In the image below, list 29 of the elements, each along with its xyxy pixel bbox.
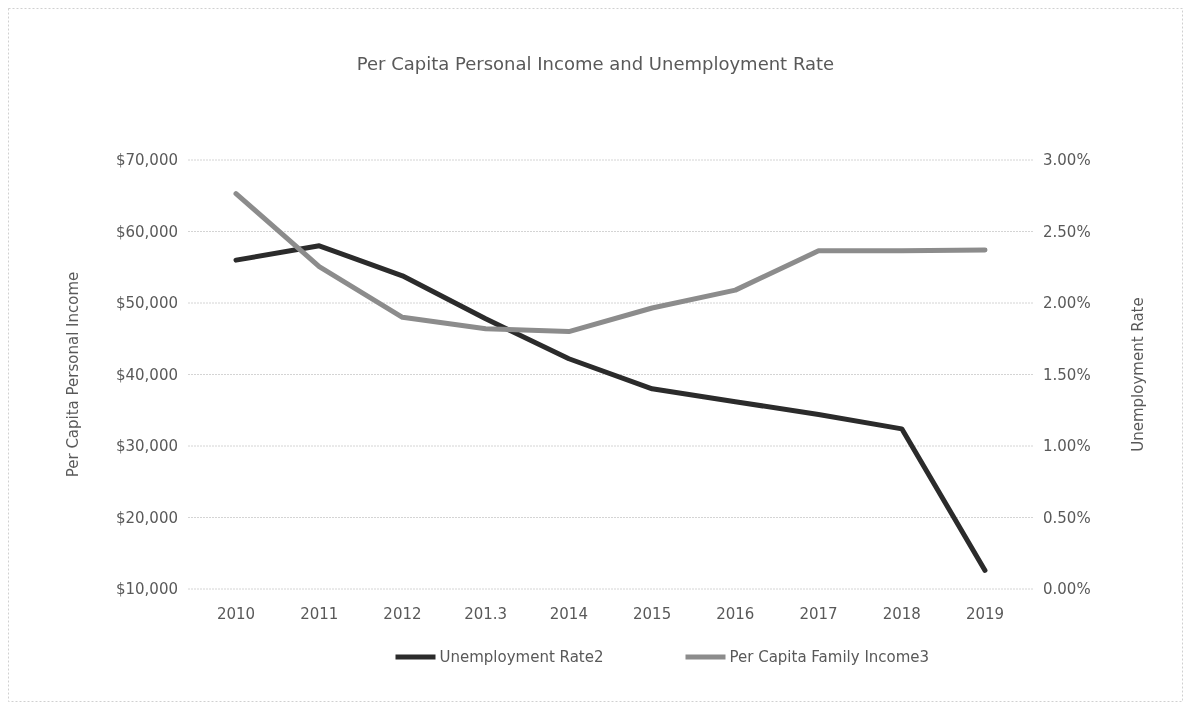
y-tick-label: $40,000 <box>115 365 178 384</box>
x-tick-label: 2019 <box>965 605 1005 623</box>
x-tick-label: 2017 <box>799 605 838 623</box>
x-tick-label: 2011 <box>300 605 339 623</box>
legend-label: Unemployment Rate2 <box>439 648 604 667</box>
x-tick-label: 201.3 <box>464 605 508 623</box>
y2-tick-label: 0.50% <box>1043 508 1091 527</box>
y-tick-label: $10,000 <box>115 580 178 599</box>
y2-tick-label: 2.50% <box>1043 222 1091 241</box>
x-tick-label: 2014 <box>549 605 588 623</box>
x-tick-label: 2012 <box>383 605 422 623</box>
y2-tick-label: 3.00% <box>1043 151 1091 170</box>
legend-label: Per Capita Family Income3 <box>729 648 930 667</box>
chart-title: Per Capita Personal Income and Unemployment Rate <box>356 53 835 74</box>
x-tick-label: 2015 <box>633 605 672 623</box>
y2-axis-title: Unemployment Rate <box>1129 297 1147 452</box>
y-tick-label: $50,000 <box>115 294 178 313</box>
x-tick-label: 2010 <box>216 605 256 623</box>
x-tick-label: 2018 <box>882 605 921 623</box>
y2-tick-label: 1.50% <box>1043 365 1091 384</box>
x-tick-label: 2016 <box>716 605 755 623</box>
y2-tick-label: 1.00% <box>1043 437 1091 456</box>
y-tick-label: $60,000 <box>115 222 178 241</box>
y-tick-label: $70,000 <box>115 151 178 170</box>
y2-tick-label: 0.00% <box>1043 580 1091 599</box>
y-axis-title: Per Capita Personal Income <box>64 271 82 478</box>
y-tick-label: $20,000 <box>115 508 178 527</box>
y-tick-label: $30,000 <box>115 437 178 456</box>
y2-tick-label: 2.00% <box>1043 294 1091 313</box>
